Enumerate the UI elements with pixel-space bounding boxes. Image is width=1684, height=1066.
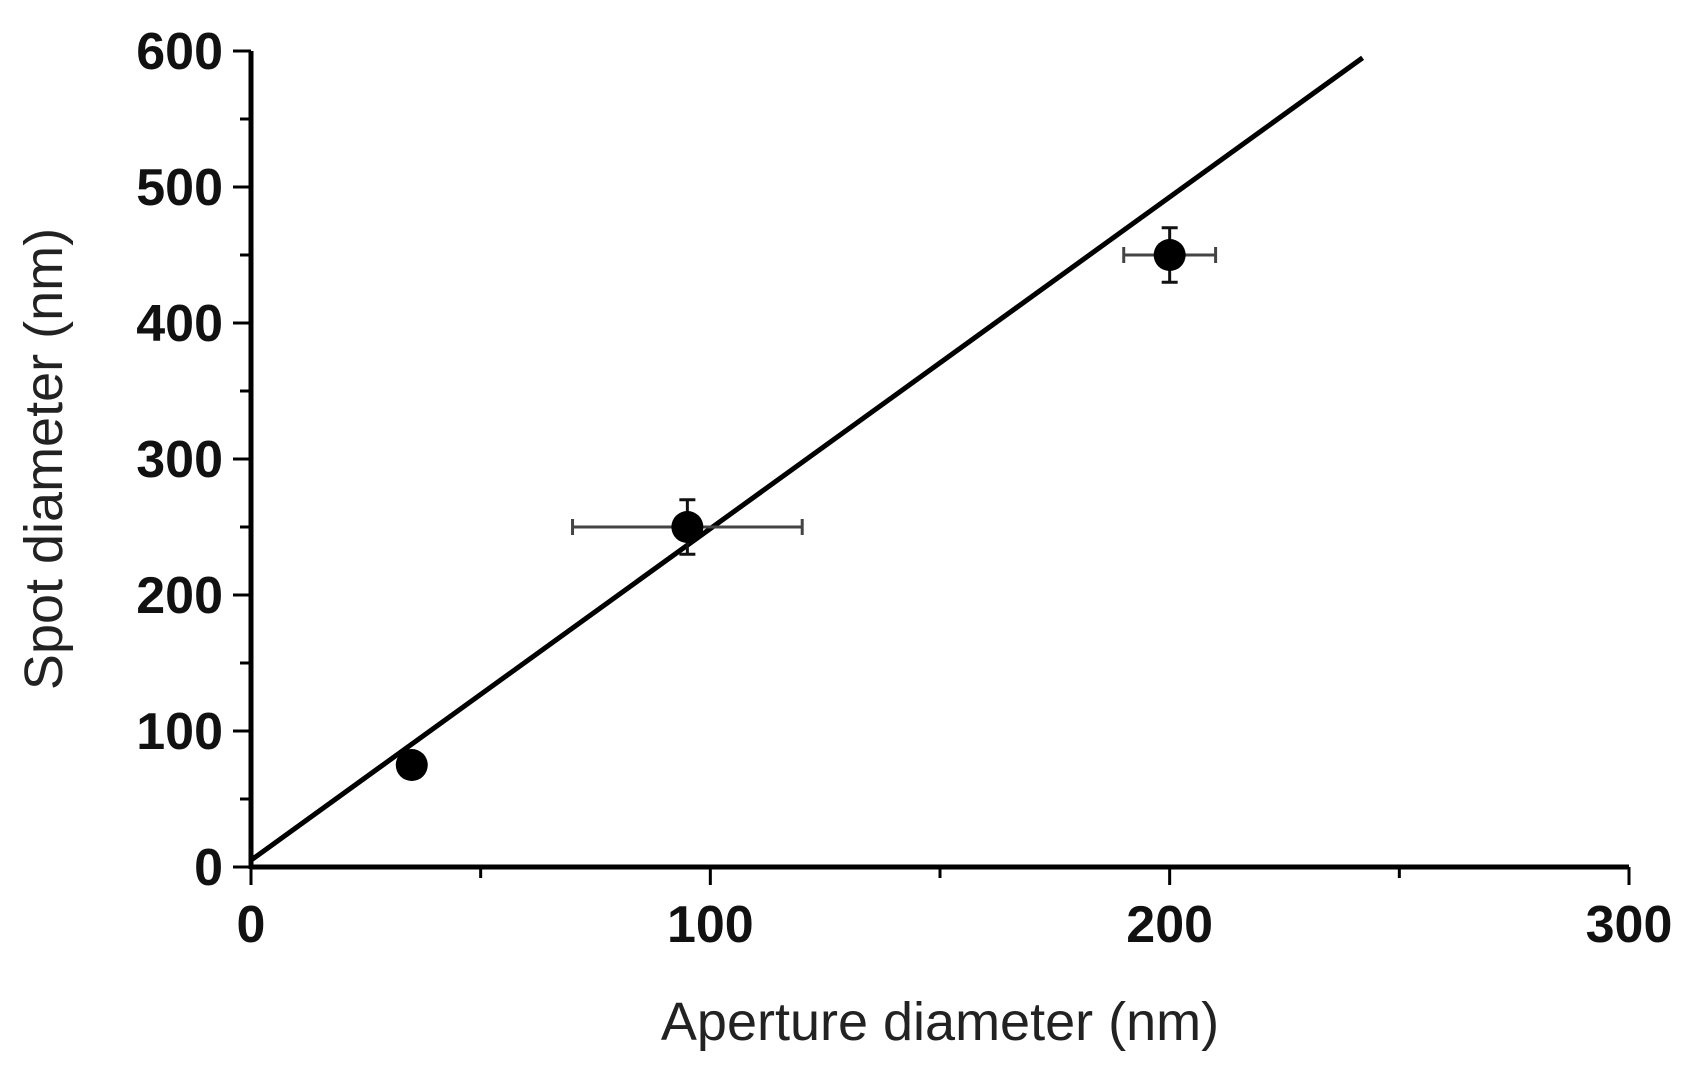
x-tick-label: 100 xyxy=(667,896,754,954)
data-point-group xyxy=(1122,226,1218,284)
y-axis-title: Spot diameter (nm) xyxy=(14,228,74,690)
y-tick-label: 500 xyxy=(136,159,223,217)
x-tick-label: 200 xyxy=(1126,896,1213,954)
data-point-group xyxy=(395,749,428,781)
x-axis-title: Aperture diameter (nm) xyxy=(661,992,1219,1052)
x-tick-label: 300 xyxy=(1586,896,1673,954)
data-points xyxy=(395,226,1218,781)
y-tick-label: 400 xyxy=(136,295,223,353)
axes xyxy=(248,51,1629,870)
y-tick-label: 0 xyxy=(194,839,223,897)
data-point xyxy=(1153,239,1186,271)
y-tick-label: 200 xyxy=(136,567,223,625)
y-tick-label: 100 xyxy=(136,703,223,761)
data-point xyxy=(395,749,428,781)
fit-line-group xyxy=(249,55,1365,863)
ticks: 0 100 200 300 0 100 200 300 400 500 600 xyxy=(136,23,1672,954)
fit-line xyxy=(249,55,1365,863)
y-tick-label: 600 xyxy=(136,23,223,81)
data-point-group xyxy=(571,498,804,556)
y-tick-label: 300 xyxy=(136,431,223,489)
x-tick-label: 0 xyxy=(237,896,266,954)
data-point xyxy=(671,511,704,543)
